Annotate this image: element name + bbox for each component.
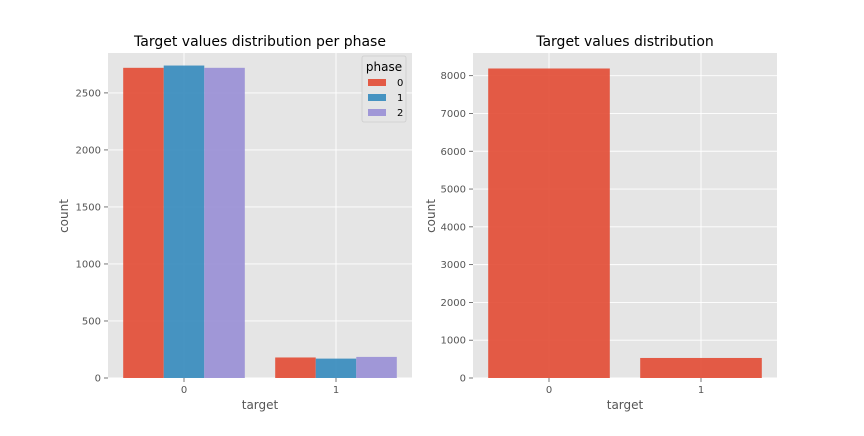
y-tick-label: 2500 xyxy=(76,88,101,99)
x-tick-label: 1 xyxy=(698,385,704,396)
y-tick-label: 1000 xyxy=(441,336,466,347)
legend-items: 0 1 2 xyxy=(368,78,403,119)
bar xyxy=(640,357,762,378)
x-axis-label: target xyxy=(242,398,279,412)
y-tick-label: 1000 xyxy=(76,259,101,270)
y-tick-label: 7000 xyxy=(441,109,466,120)
y-tick-label: 0 xyxy=(460,374,466,385)
bar xyxy=(315,358,357,378)
y-tick-label: 5000 xyxy=(441,185,466,196)
legend-title: phase xyxy=(366,60,402,74)
y-ticks: 0 500 1000 1500 2000 2500 xyxy=(76,88,108,385)
legend-label: 1 xyxy=(397,93,403,104)
legend-swatch xyxy=(368,94,386,101)
bar xyxy=(356,356,397,378)
x-tick-label: 1 xyxy=(333,385,339,396)
chart-title: Target values distribution per phase xyxy=(133,34,386,50)
y-tick-label: 8000 xyxy=(441,71,466,82)
bar xyxy=(275,357,316,378)
y-axis-label: count xyxy=(424,199,438,233)
y-tick-label: 4000 xyxy=(441,222,466,233)
y-tick-label: 1500 xyxy=(76,202,101,213)
bars xyxy=(123,65,397,379)
legend-box xyxy=(361,55,407,123)
y-tick-label: 6000 xyxy=(441,147,466,158)
x-axis-label: target xyxy=(607,398,644,412)
y-ticks: 0 1000 2000 3000 4000 5000 6000 7000 8000 xyxy=(441,71,473,385)
y-axis-label: count xyxy=(57,199,71,233)
bar xyxy=(123,67,164,379)
y-tick-label: 2000 xyxy=(441,298,466,309)
bar xyxy=(204,67,245,379)
y-tick-label: 0 xyxy=(95,374,101,385)
x-tick-label: 0 xyxy=(546,385,552,396)
chart-title: Target values distribution xyxy=(535,34,714,50)
legend-swatch xyxy=(368,109,386,116)
legend-swatch xyxy=(368,79,386,86)
y-tick-label: 2000 xyxy=(76,145,101,156)
bar xyxy=(488,68,610,378)
bar xyxy=(163,65,205,379)
bars xyxy=(488,68,762,378)
legend-label: 2 xyxy=(397,108,403,119)
y-tick-label: 500 xyxy=(82,316,101,327)
legend-label: 0 xyxy=(397,78,403,89)
legend: phase 0 1 2 xyxy=(361,55,407,123)
y-tick-label: 3000 xyxy=(441,260,466,271)
x-tick-label: 0 xyxy=(181,385,187,396)
